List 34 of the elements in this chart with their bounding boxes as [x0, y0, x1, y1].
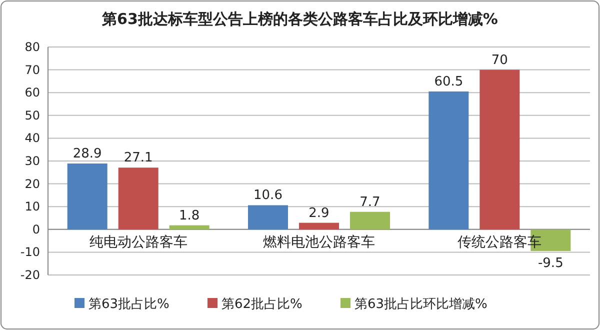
y-tick-label: -10: [20, 245, 40, 260]
y-tick-label: 70: [24, 62, 40, 77]
bar: [118, 168, 158, 230]
y-tick-label: 50: [24, 108, 40, 122]
bar: [299, 222, 339, 230]
data-label: 1.8: [178, 208, 200, 224]
legend-label: 第63批占比%: [88, 297, 170, 312]
data-label: 10.6: [254, 188, 282, 204]
data-label: 28.9: [72, 146, 102, 162]
bar: [350, 212, 390, 230]
data-label: 70: [491, 52, 508, 68]
y-tick-label: 80: [24, 40, 40, 54]
bar: [169, 225, 210, 230]
data-label: 60.5: [434, 74, 464, 90]
y-tick-label: 10: [24, 200, 40, 214]
y-tick-label: -20: [20, 268, 40, 282]
y-tick-label: 60: [24, 86, 40, 100]
bar: [480, 70, 520, 230]
y-tick-label: 0: [32, 222, 40, 236]
bar: [428, 91, 469, 230]
y-tick-label: 20: [24, 176, 40, 191]
chart-title: 第63批达标车型公告上榜的各类公路客车占比及环比增减%: [101, 10, 498, 28]
bar: [248, 205, 288, 230]
data-label: 27.1: [124, 150, 153, 166]
y-tick-label: 30: [24, 154, 40, 168]
bar: [67, 164, 108, 230]
x-tick-label: 纯电动公路客车: [89, 234, 188, 250]
legend-label: 第63批占比环比增减%: [354, 297, 488, 312]
legend-label: 第62批占比%: [222, 297, 302, 312]
x-tick-label: 燃料电池公路客车: [263, 234, 375, 250]
data-label: 7.7: [360, 194, 380, 210]
y-tick-label: 40: [24, 131, 40, 146]
data-label: -9.5: [538, 256, 564, 272]
data-label: 2.9: [308, 206, 330, 221]
